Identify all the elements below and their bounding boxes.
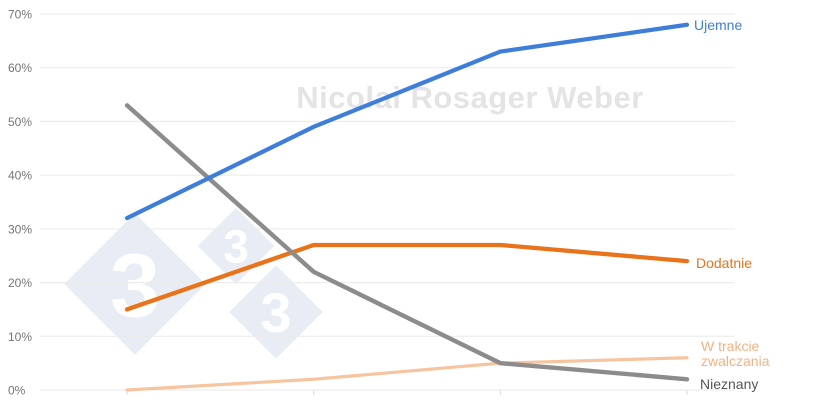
series-end-labels: Ujemne Dodatnie W trakcie zwalczania Nie… <box>694 17 770 392</box>
y-axis-label: 0% <box>8 384 26 398</box>
watermark-text: Nicolai Rosager Weber <box>296 80 644 115</box>
y-axis-label: 50% <box>8 115 32 129</box>
watermark-diamond <box>229 265 323 359</box>
series-label-ujemne: Ujemne <box>694 17 742 33</box>
series-label-dodatnie: Dodatnie <box>696 255 752 271</box>
x-axis-ticks <box>126 390 688 395</box>
y-axis-label: 60% <box>8 61 32 75</box>
watermark-three-glyph: 3 <box>110 236 160 336</box>
series-line-dodatnie <box>124 242 690 312</box>
y-axis-label: 20% <box>8 276 32 290</box>
gridlines <box>40 13 735 391</box>
y-axis-label: 40% <box>8 169 32 183</box>
y-axis-label: 70% <box>8 8 32 22</box>
y-axis-label: 30% <box>8 222 32 236</box>
watermark-three-glyph: 3 <box>260 281 291 344</box>
y-axis-label: 10% <box>8 330 32 344</box>
series-label-nieznany: Nieznany <box>700 376 758 392</box>
series-lines <box>124 22 690 392</box>
series-label-w-trakcie-line1: W trakcie <box>701 338 760 354</box>
series-line-nieznany <box>124 103 690 382</box>
series-label-w-trakcie-line2: zwalczania <box>701 353 770 369</box>
series-line-ujemne <box>124 22 690 221</box>
y-axis-labels: 0% 10% 20% 30% 40% 50% 60% 70% <box>8 8 32 398</box>
series-line-w-trakcie-zwalczania <box>125 356 689 392</box>
